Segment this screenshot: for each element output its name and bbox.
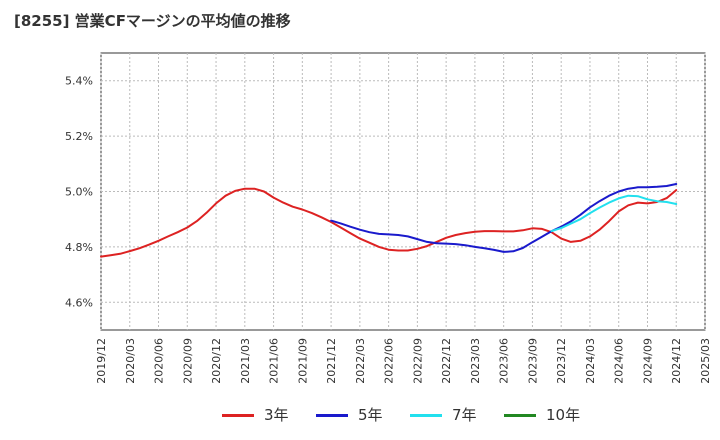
x-tick-label: 2021/09 — [296, 338, 309, 384]
legend-label-7y: 7年 — [452, 406, 477, 424]
y-tick-label: 5.4% — [65, 75, 93, 88]
chart-title: [8255] 営業CFマージンの平均値の推移 — [14, 12, 291, 30]
x-tick-label: 2022/03 — [354, 338, 367, 384]
x-tick-label: 2024/03 — [584, 338, 597, 384]
series-line-0 — [100, 187, 678, 258]
legend: 3年 5年 7年 10年 — [0, 404, 720, 428]
x-tick-label: 2023/12 — [555, 338, 568, 384]
legend-label-3y: 3年 — [264, 406, 289, 424]
x-tick-label: 2022/09 — [411, 338, 424, 384]
x-tick-label: 2020/03 — [124, 338, 137, 384]
x-tick-label: 2024/12 — [670, 338, 683, 384]
legend-swatch-10y — [504, 414, 536, 417]
y-axis: 4.6% 4.8% 5.0% 5.2% 5.4% — [65, 75, 93, 310]
x-tick-label: 2024/09 — [641, 338, 654, 384]
x-tick-label: 2020/06 — [153, 338, 166, 384]
legend-label-5y: 5年 — [358, 406, 383, 424]
x-tick-label: 2019/12 — [95, 338, 108, 384]
x-tick-label: 2022/12 — [440, 338, 453, 384]
x-tick-label: 2020/09 — [181, 338, 194, 384]
series-line-1 — [330, 183, 678, 253]
x-tick-label: 2024/06 — [613, 338, 626, 384]
y-tick-label: 4.8% — [65, 241, 93, 254]
x-tick-label: 2021/12 — [325, 338, 338, 384]
series-lines — [100, 183, 678, 258]
x-tick-label: 2022/06 — [383, 338, 396, 384]
x-tick-label: 2023/03 — [469, 338, 482, 384]
legend-swatch-7y — [410, 414, 442, 417]
y-tick-label: 4.6% — [65, 296, 93, 309]
x-tick-label: 2021/06 — [268, 338, 281, 384]
x-tick-label: 2023/09 — [526, 338, 539, 384]
legend-label-10y: 10年 — [546, 406, 581, 424]
series-line-2 — [550, 194, 678, 233]
x-tick-label: 2025/03 — [699, 338, 712, 384]
y-tick-label: 5.2% — [65, 130, 93, 143]
x-tick-label: 2021/03 — [239, 338, 252, 384]
legend-swatch-5y — [316, 414, 348, 417]
x-axis: 2019/12 2020/03 2020/06 2020/09 2020/12 2021/… — [95, 338, 712, 384]
y-tick-label: 5.0% — [65, 186, 93, 199]
grid-lines — [100, 53, 706, 330]
x-tick-label: 2020/12 — [210, 338, 223, 384]
legend-swatch-3y — [222, 414, 254, 417]
x-tick-label: 2023/06 — [498, 338, 511, 384]
